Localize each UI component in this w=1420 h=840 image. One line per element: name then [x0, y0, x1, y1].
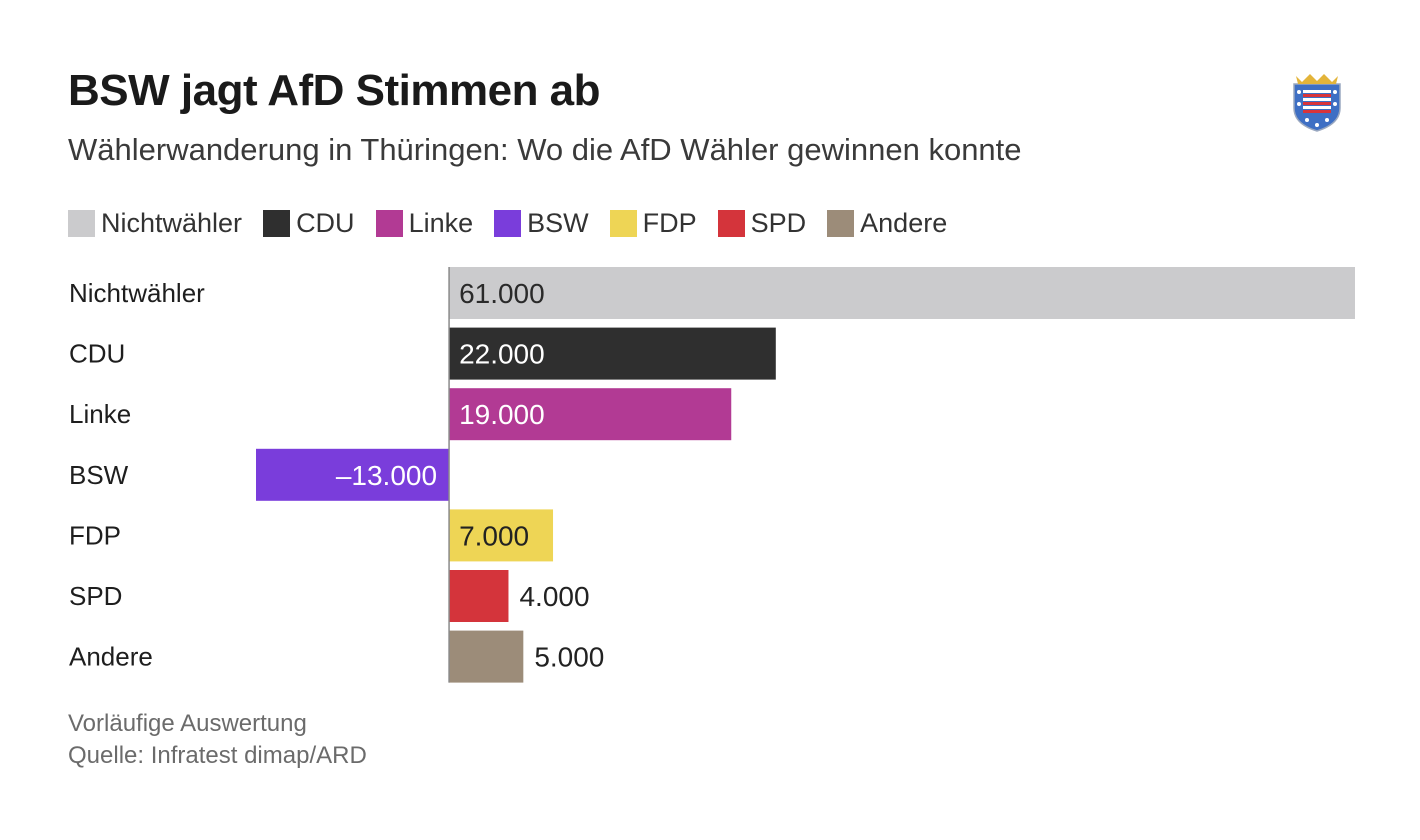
note-source: Quelle: Infratest dimap/ARD [68, 742, 367, 769]
category-label: Andere [69, 642, 153, 672]
legend-label: Nichtwähler [101, 207, 243, 238]
category-label: FDP [69, 520, 121, 550]
legend-item: FDP [609, 207, 697, 239]
category-label: CDU [69, 339, 125, 369]
chart-notes: Vorläufige Auswertung Quelle: Infratest … [68, 708, 367, 772]
value-label: 5.000 [534, 642, 604, 673]
chart-subtitle: Wählerwanderung in Thüringen: Wo die AfD… [68, 132, 1022, 167]
legend-label: Andere [860, 207, 948, 238]
legend-label: CDU [296, 207, 355, 238]
value-label: 4.000 [519, 581, 589, 612]
legend-item: BSW [494, 208, 589, 239]
category-label: BSW [69, 460, 129, 490]
legend-label: Linke [408, 207, 474, 238]
value-label: 61.000 [459, 278, 545, 309]
bar [449, 570, 509, 622]
bar [256, 448, 450, 501]
bar [449, 327, 776, 380]
value-label: 7.000 [459, 520, 529, 551]
bar [449, 630, 524, 683]
legend-swatch [263, 209, 291, 237]
legend-item: Linke [375, 207, 474, 239]
legend-item: SPD [717, 207, 807, 239]
bar [449, 267, 1355, 319]
legend-swatch [68, 209, 95, 237]
thuringia-coat-of-arms-icon [1293, 74, 1341, 132]
legend-label: FDP [642, 207, 697, 238]
legend-swatch [375, 209, 403, 237]
chart-legend: Nichtwähler CDU Linke BSW FDP SPD Andere [68, 205, 968, 241]
value-label: 22.000 [459, 339, 545, 370]
legend-swatch [717, 209, 745, 237]
legend-item: CDU [263, 208, 355, 239]
legend-label: SPD [750, 207, 807, 238]
category-label: Nichtwähler [69, 278, 205, 308]
legend-label: BSW [527, 207, 589, 238]
legend-swatch [494, 209, 522, 237]
bar-chart: Nichtwähler 61.000 CDU 22.000 Linke 19.000 BSW… [69, 267, 1355, 683]
category-label: Linke [69, 399, 131, 429]
category-label: SPD [69, 581, 122, 611]
chart-title: BSW jagt AfD Stimmen ab [68, 66, 601, 115]
note-preliminary: Vorläufige Auswertung [68, 710, 307, 737]
value-label: –13.000 [336, 460, 437, 491]
bar [449, 388, 732, 441]
legend-swatch [827, 209, 855, 237]
bar [449, 509, 554, 562]
legend-swatch [609, 209, 637, 237]
legend-item: Andere [827, 208, 947, 239]
legend-item: Nichtwähler [68, 208, 242, 239]
value-label: 19.000 [459, 399, 545, 430]
